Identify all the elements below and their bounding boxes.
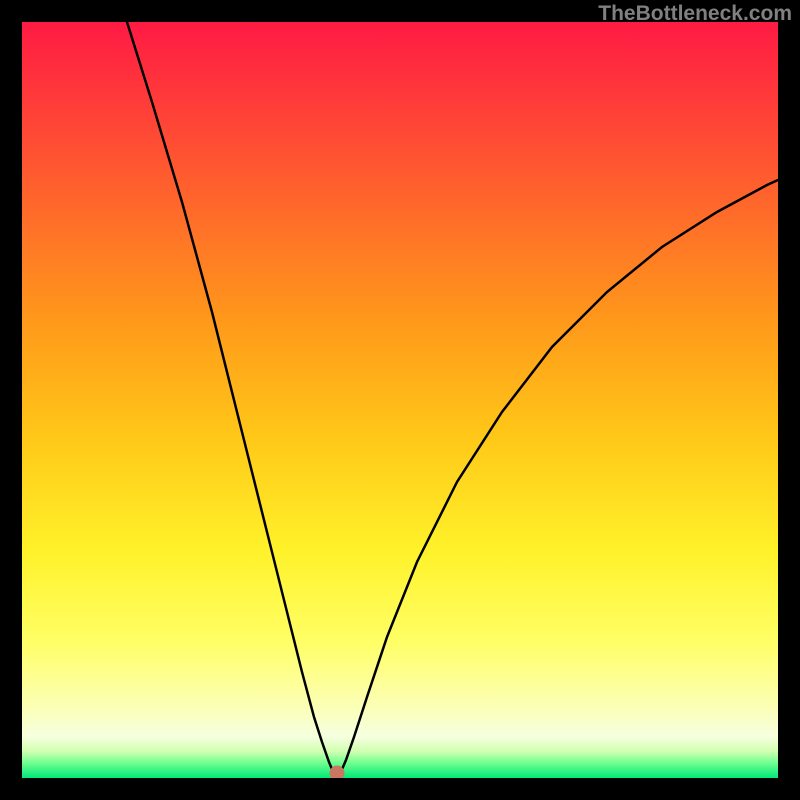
chart-container: TheBottleneck.com [0,0,800,800]
gradient-background [22,22,778,778]
watermark-text: TheBottleneck.com [598,2,792,26]
optimal-point-marker [330,766,344,778]
plot-area [22,22,778,778]
